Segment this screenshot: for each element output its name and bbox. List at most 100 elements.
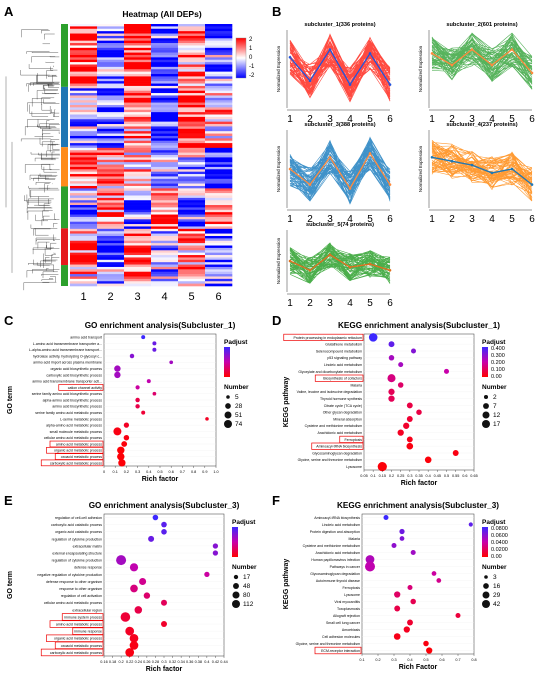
heatmap-cell — [205, 107, 232, 110]
heatmap-cell — [151, 172, 178, 175]
heatmap-cell — [97, 29, 124, 32]
heatmap-cell — [151, 105, 178, 108]
heatmap-cell — [70, 257, 97, 260]
heatmap-cell — [205, 272, 232, 275]
heatmap-cell — [97, 219, 124, 222]
plot-frame — [362, 514, 474, 654]
heatmap-cell — [97, 45, 124, 48]
heatmap-cell — [97, 203, 124, 206]
x-tick-label: 0.32 — [169, 660, 176, 664]
heatmap-cell — [151, 181, 178, 184]
heatmap-cell — [124, 24, 151, 27]
heatmap-cell — [124, 67, 151, 70]
heatmap-cell — [205, 176, 232, 179]
x-tick-label: 0.36 — [186, 660, 193, 664]
x-tick-label: 0.26 — [143, 660, 150, 664]
heatmap-cell — [97, 181, 124, 184]
heatmap-cell — [97, 64, 124, 67]
heatmap-cell — [151, 222, 178, 225]
heatmap-cell — [97, 191, 124, 194]
number-legend-dot — [226, 395, 230, 399]
heatmap-cell — [151, 276, 178, 279]
number-legend-dot — [232, 600, 240, 608]
heatmap-cell — [178, 195, 205, 198]
heatmap-cell — [205, 129, 232, 132]
heatmap-cell — [205, 257, 232, 260]
mean-point — [369, 263, 372, 266]
subcluster-ylabel: Normalized Expression — [276, 145, 281, 192]
heatmap-cell — [205, 74, 232, 77]
heatmap-cell — [97, 103, 124, 106]
heatmap-cell — [151, 38, 178, 41]
protein-traces — [432, 33, 532, 90]
term-label: amino acid transmembrane transporter act… — [32, 380, 102, 384]
term-label: Protein digestion and absorption — [310, 530, 360, 534]
heatmap-cell — [205, 76, 232, 79]
heatmap-cell — [178, 200, 205, 203]
subcluster-title: subcluster_4(237 proteins) — [446, 122, 517, 128]
heatmap-cell — [124, 210, 151, 213]
heatmap-cell — [70, 64, 97, 67]
heatmap-cell — [124, 284, 151, 287]
mean-point — [349, 266, 352, 269]
heatmap-cell — [205, 136, 232, 139]
heatmap-cell — [97, 67, 124, 70]
heatmap-cell — [205, 148, 232, 151]
heatmap-cell — [97, 172, 124, 175]
heatmap-cell — [205, 88, 232, 91]
heatmap-cell — [97, 76, 124, 79]
mean-point — [329, 48, 332, 51]
term-label: cellular amino acid metabolic process — [44, 436, 102, 440]
heatmap-cell — [205, 43, 232, 46]
heatmap-cell — [124, 262, 151, 265]
heatmap-cell — [70, 200, 97, 203]
heatmap-cell — [97, 248, 124, 251]
heatmap-cell — [205, 60, 232, 63]
heatmap-cell — [205, 207, 232, 210]
heatmap-cell — [178, 117, 205, 120]
heatmap-column-label: 4 — [161, 291, 167, 303]
heatmap-cell — [178, 222, 205, 225]
enrichment-bubble — [398, 429, 404, 435]
heatmap-cell — [124, 45, 151, 48]
heatmap-cell — [70, 174, 97, 177]
x-tick-label: 0.38 — [195, 660, 202, 664]
heatmap-cell — [205, 79, 232, 82]
heatmap-cell — [178, 205, 205, 208]
term-label: Thyroid hormone synthesis — [320, 397, 362, 401]
heatmap-cell — [178, 238, 205, 241]
heatmap-cell — [151, 112, 178, 115]
heatmap-cell — [70, 41, 97, 44]
x-tick-label: 5 — [367, 298, 373, 309]
number-legend-label: 17 — [243, 574, 251, 581]
heatmap-cell — [205, 215, 232, 218]
heatmap-cell — [151, 272, 178, 275]
heatmap-cell — [124, 253, 151, 256]
number-legend-label: 2 — [493, 394, 497, 401]
heatmap-cell — [178, 186, 205, 189]
heatmap-cell — [178, 174, 205, 177]
number-legend-title: Number — [232, 564, 257, 571]
heatmap-cell — [124, 198, 151, 201]
heatmap-cell — [205, 84, 232, 87]
heatmap-cell — [97, 86, 124, 89]
enrichment-bubble — [389, 355, 395, 361]
heatmap-cell — [97, 110, 124, 113]
heatmap-cell — [178, 41, 205, 44]
heatmap-cell — [70, 88, 97, 91]
heatmap-cell — [124, 248, 151, 251]
heatmap-cell — [205, 210, 232, 213]
heatmap-cell — [70, 222, 97, 225]
heatmap-cell — [97, 124, 124, 127]
enrichment-bubble — [152, 348, 156, 352]
x-tick-label: 0.16 — [100, 660, 107, 664]
enrichment-bubble — [398, 362, 403, 367]
heatmap-cell — [97, 212, 124, 215]
heatmap-cell — [70, 48, 97, 51]
enrichment-bubble — [153, 515, 159, 521]
padjust-color-bar — [232, 527, 238, 557]
heatmap-cell — [70, 250, 97, 253]
x-tick-label: 0.3 — [407, 474, 412, 478]
heatmap-cell — [97, 26, 124, 29]
